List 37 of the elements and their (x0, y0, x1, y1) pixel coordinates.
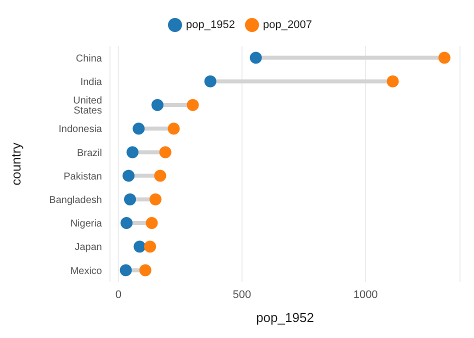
point (126, 146, 138, 158)
y-tick-label: United States (73, 96, 102, 117)
point (159, 146, 172, 158)
point (120, 264, 132, 276)
point (168, 122, 180, 135)
point (146, 217, 158, 229)
y-tick-label: Pakistan (64, 171, 102, 182)
x-tick-label: 500 (232, 288, 252, 301)
point (186, 99, 199, 111)
point (132, 122, 145, 135)
y-tick-label: Japan (74, 242, 102, 254)
point (144, 240, 156, 253)
x-tick-label: 1000 (353, 288, 378, 301)
point (120, 217, 133, 229)
point (250, 52, 262, 64)
y-tick-label: Brazil (76, 148, 102, 159)
y-tick-label: Nigeria (70, 218, 102, 230)
y-tick-label: Bangladesh (49, 194, 102, 206)
point (151, 99, 164, 111)
point (438, 52, 450, 64)
y-tick-label: Mexico (70, 266, 102, 277)
point (204, 75, 216, 88)
point (124, 193, 136, 206)
x-tick-label: 0 (115, 288, 122, 301)
y-axis-title: country (8, 142, 24, 186)
point (139, 264, 152, 276)
x-axis-title: pop_1952 (256, 310, 314, 325)
legend-label: pop_2007 (263, 18, 312, 31)
y-tick-label: India (80, 76, 102, 88)
point (386, 75, 399, 88)
point (134, 240, 146, 253)
y-tick-label: China (76, 53, 102, 64)
point (154, 170, 166, 182)
legend-label: pop_1952 (186, 18, 235, 31)
point (149, 193, 162, 206)
y-tick-label: Indonesia (58, 124, 102, 136)
point (122, 170, 135, 182)
